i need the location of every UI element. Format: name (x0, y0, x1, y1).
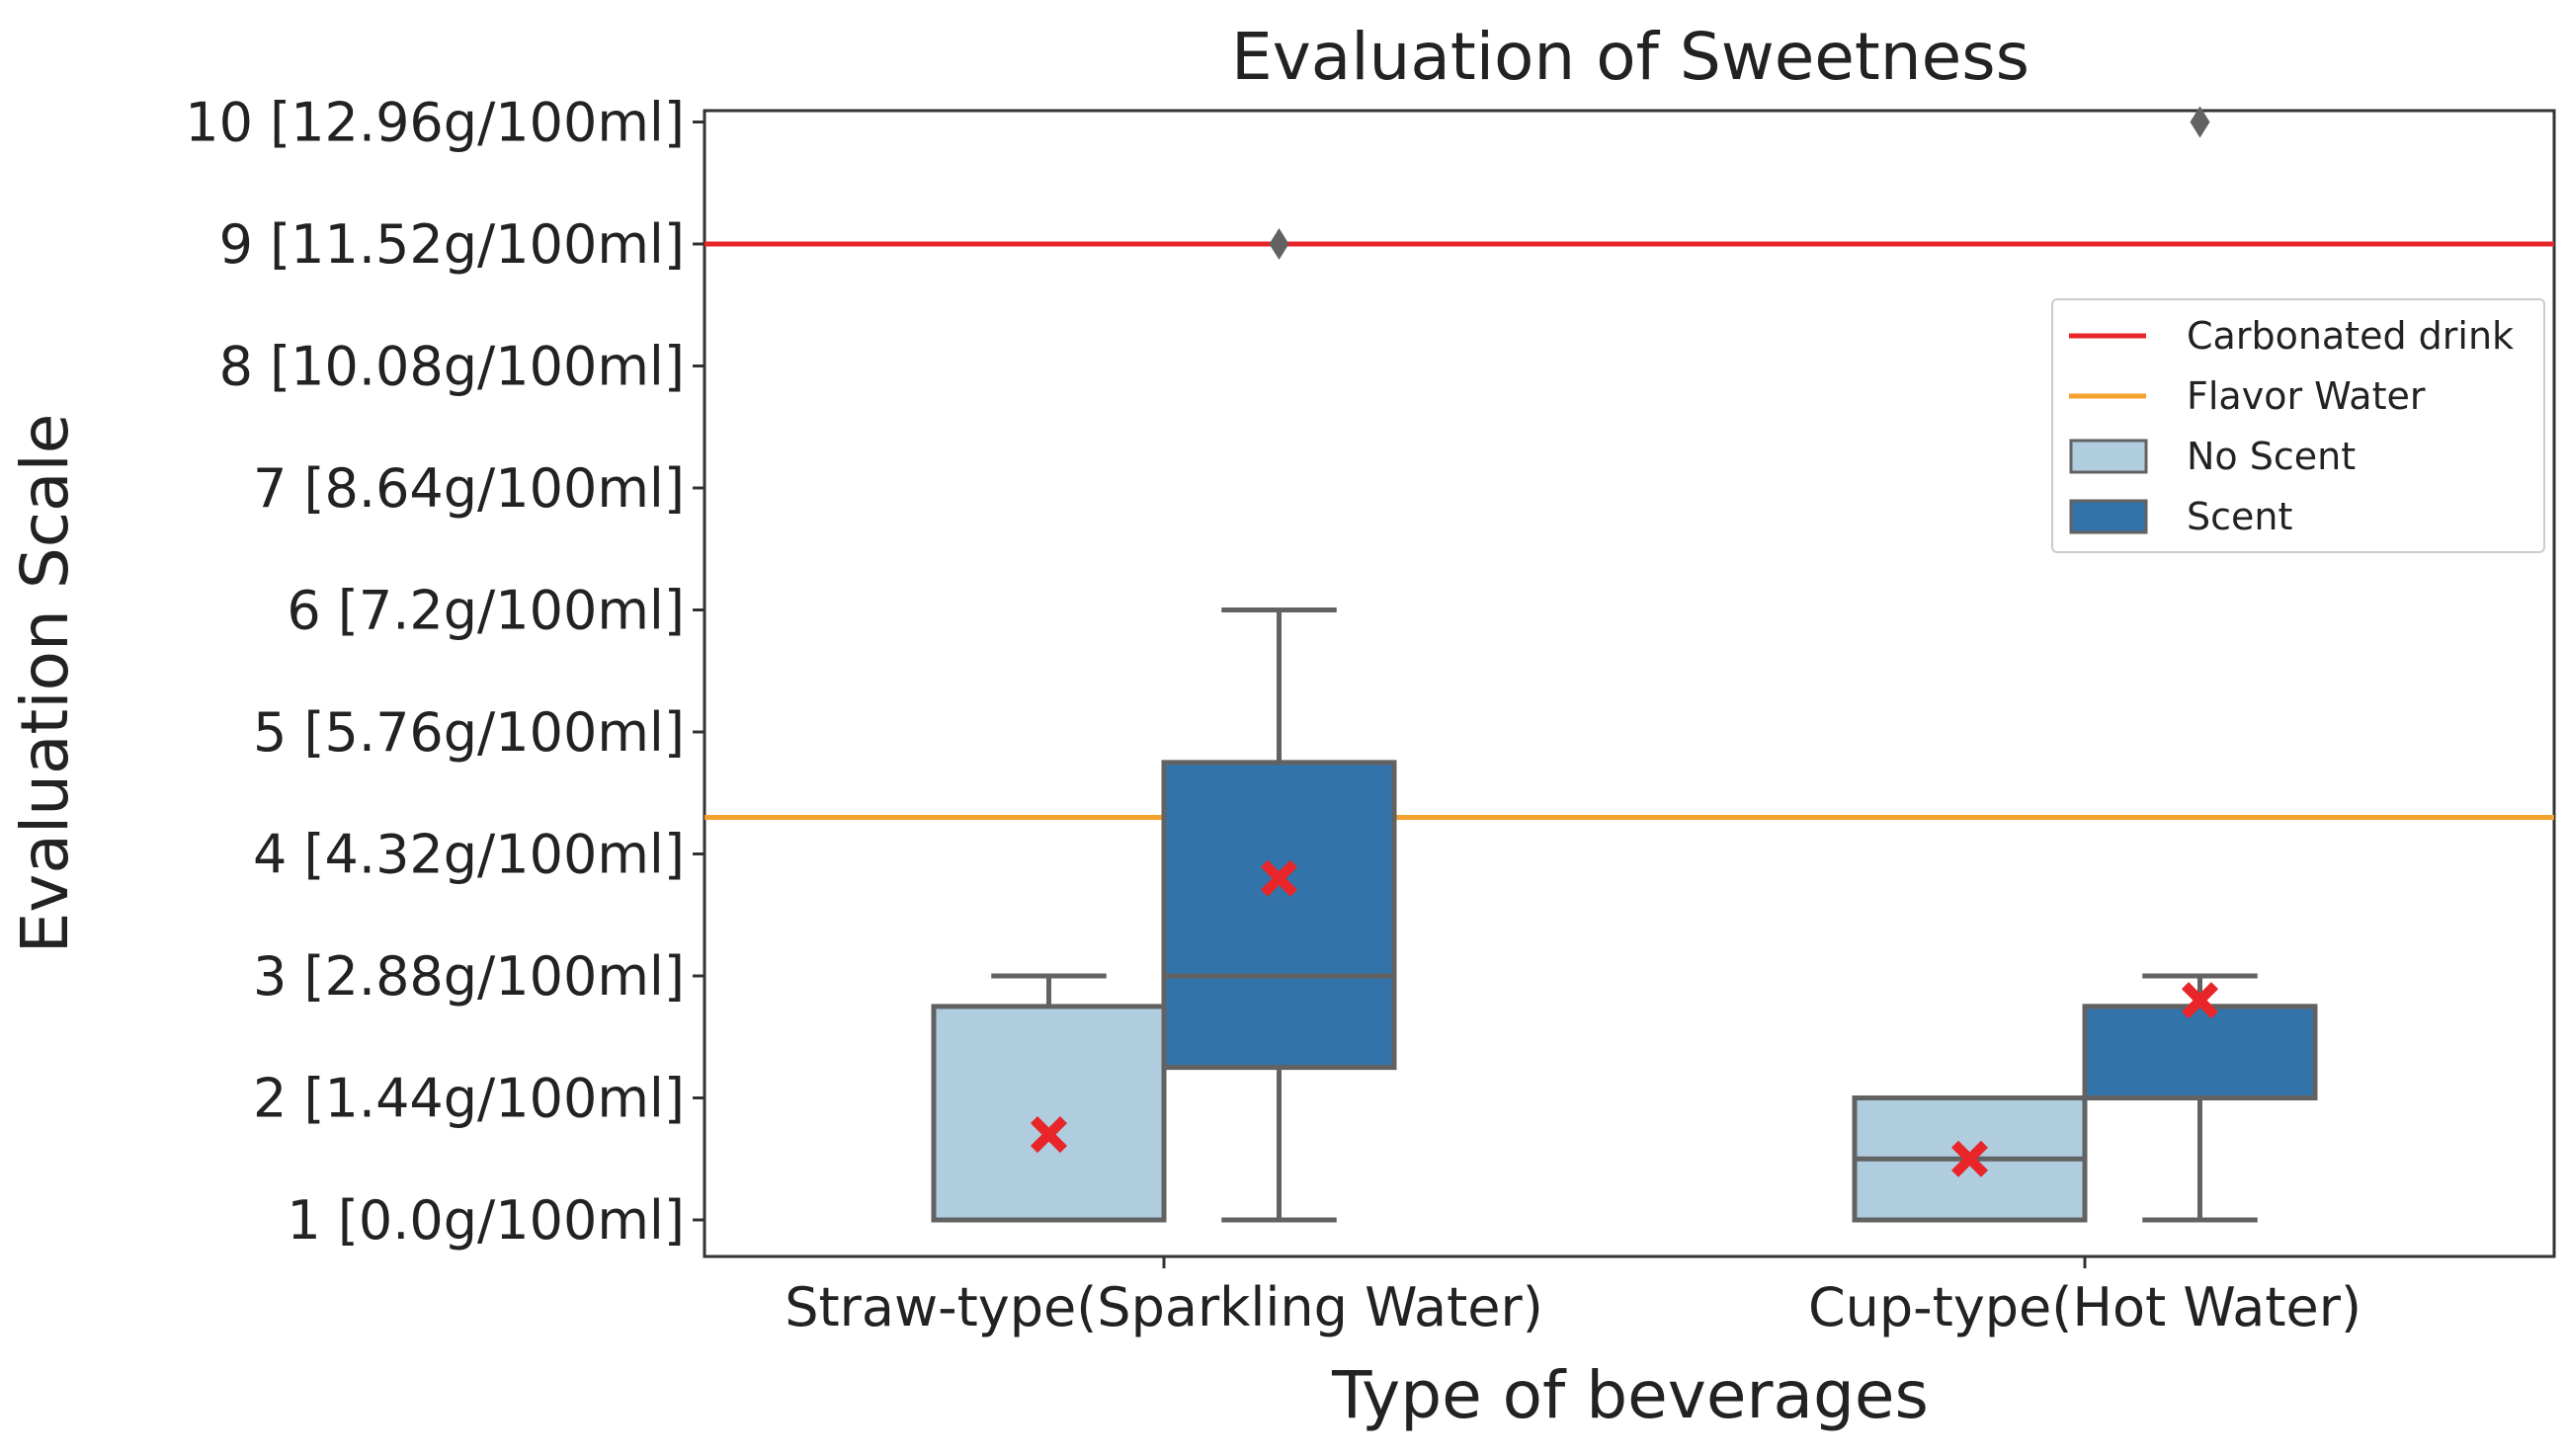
legend: Carbonated drink Flavor Water No Scent Scen… (2051, 298, 2545, 553)
y-tick-label: 4 [4.32g/100ml] (253, 824, 685, 886)
legend-label: Scent (2187, 495, 2292, 538)
box (1161, 760, 1397, 1071)
legend-label: Carbonated drink (2187, 314, 2514, 358)
mean-marker (1950, 1140, 1989, 1177)
outlier-marker (1269, 228, 1289, 260)
y-tick-label: 7 [8.64g/100ml] (253, 457, 685, 520)
y-tick-label: 5 [5.76g/100ml] (253, 701, 685, 764)
box (931, 1004, 1167, 1223)
y-tick-label: 8 [10.08g/100ml] (219, 336, 685, 398)
y-axis: 1 [0.0g/100ml] 2 [1.44g/100ml] 3 [2.88g/10… (185, 92, 704, 1252)
y-tick-label: 3 [2.88g/100ml] (253, 945, 685, 1008)
reference-lines (704, 241, 2554, 820)
y-tick-label: 2 [1.44g/100ml] (253, 1068, 685, 1130)
y-tick-label: 6 [7.2g/100ml] (287, 580, 685, 642)
outlier-marker (2190, 106, 2210, 138)
x-tick-label: Cup-type(Hot Water) (1808, 1276, 2361, 1338)
box (2082, 1004, 2318, 1100)
legend-patch-swatch (2069, 439, 2148, 474)
legend-label: Flavor Water (2187, 374, 2426, 418)
x-axis: Straw-type(Sparkling Water) Cup-type(Hot … (785, 1256, 2361, 1338)
x-axis-title: Type of beverages (1331, 1357, 1929, 1433)
mean-marker (1260, 859, 1298, 897)
legend-frame (2051, 298, 2545, 553)
y-tick-label: 9 [11.52g/100ml] (219, 213, 685, 276)
legend-label: No Scent (2187, 435, 2356, 478)
legend-patch-swatch (2069, 499, 2148, 534)
y-tick-label: 1 [0.0g/100ml] (287, 1189, 685, 1252)
y-axis-title: Evaluation Scale (7, 414, 83, 954)
y-tick-label: 10 [12.96g/100ml] (185, 92, 685, 154)
box-series (931, 106, 2318, 1223)
x-tick-label: Straw-type(Sparkling Water) (785, 1276, 1543, 1338)
plot-area-frame (703, 109, 2556, 1258)
mean-marker (2181, 982, 2219, 1019)
mean-marker (1030, 1116, 1068, 1154)
chart-title: Evaluation of Sweetness (1231, 19, 2030, 95)
